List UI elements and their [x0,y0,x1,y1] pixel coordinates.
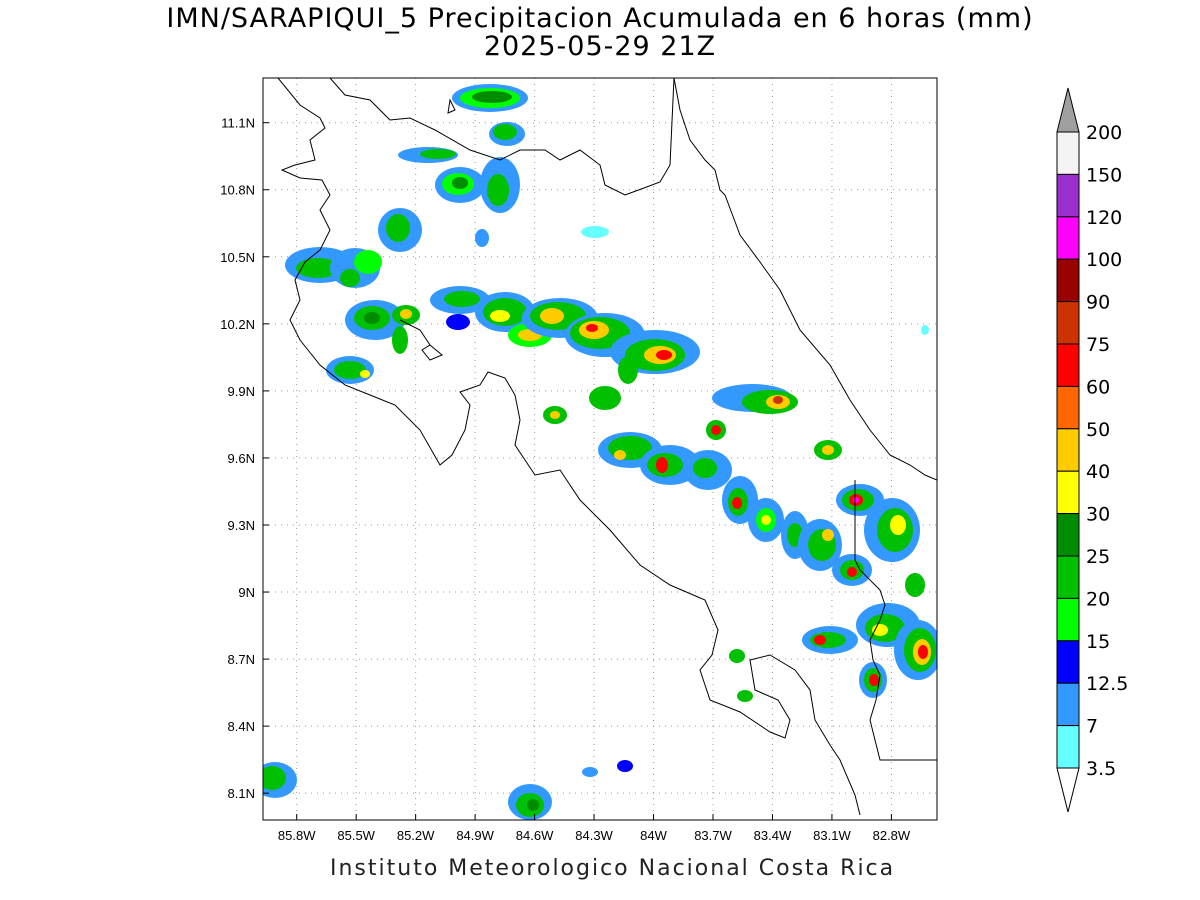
colorbar: 200 150 120 100 90 75 60 50 40 30 25 20 15 12.5 7 3.5 [1056,87,1128,813]
map-credit: Instituto Meteorologico Nacional Costa R… [330,856,896,881]
colorbar-swatch [1056,343,1080,387]
colorbar-label: 75 [1086,334,1110,356]
colorbar-over-triangle [1056,87,1080,133]
lon-tick-label: 82.8W [873,828,911,843]
colorbar-label: 120 [1086,207,1122,229]
colorbar-label: 15 [1086,631,1110,653]
colorbar-swatch [1056,258,1080,303]
lon-tick-label: 84.6W [516,828,554,843]
colorbar-label: 3.5 [1086,758,1116,780]
lon-tick-label: 83.7W [694,828,732,843]
colorbar-label: 100 [1086,249,1122,271]
colorbar-under-triangle [1056,767,1080,813]
colorbar-swatch [1056,470,1080,515]
colorbar-label: 20 [1086,588,1110,610]
colorbar-swatch [1056,216,1080,260]
lon-tick-label: 84.3W [575,828,613,843]
colorbar-label: 150 [1086,164,1122,186]
lon-tick-label: 83.4W [754,828,792,843]
map-datetime: 2025-05-29 21Z [483,31,717,62]
lat-tick-label: 11.1N [221,116,255,131]
lat-tick-label: 8.1N [228,786,255,801]
colorbar-label: 7 [1086,716,1098,738]
lat-tick-label: 10.5N [220,250,255,265]
colorbar-swatch [1056,173,1080,218]
lon-tick-label: 83.1W [813,828,851,843]
lat-tick-label: 8.4N [228,719,255,734]
lat-tick-label: 10.8N [220,183,255,198]
lon-tick-label: 84W [640,828,667,843]
colorbar-swatch [1056,131,1080,175]
colorbar-label: 60 [1086,376,1110,398]
lat-tick-label: 9.3N [228,518,255,533]
colorbar-label: 12.5 [1086,673,1128,695]
lat-tick-label: 9.9N [228,384,255,399]
colorbar-swatch [1056,682,1080,727]
lon-tick-label: 85.8W [278,828,316,843]
coastline [277,78,937,816]
colorbar-swatch [1056,428,1080,472]
colorbar-swatch [1056,725,1080,769]
colorbar-swatch [1056,597,1080,642]
lat-tick-label: 10.2N [220,317,255,332]
colorbar-swatch [1056,301,1080,345]
colorbar-label: 90 [1086,292,1110,314]
lat-tick-label: 9N [238,585,255,600]
colorbar-label: 40 [1086,461,1110,483]
map-title: IMN/SARAPIQUI_5 Precipitacion Acumulada … [166,3,1034,34]
colorbar-label: 50 [1086,419,1110,441]
colorbar-label: 25 [1086,546,1110,568]
precipitation-field [263,84,937,820]
colorbar-swatch [1056,640,1080,684]
map-frame [262,77,938,821]
lon-tick-label: 85.5W [337,828,375,843]
lon-tick-label: 85.2W [397,828,435,843]
lon-tick-label: 84.9W [456,828,494,843]
colorbar-swatch [1056,513,1080,557]
lat-tick-label: 9.6N [228,451,255,466]
colorbar-swatch [1056,385,1080,430]
colorbar-label: 30 [1086,504,1110,526]
colorbar-label: 200 [1086,122,1122,144]
lat-tick-label: 8.7N [228,652,255,667]
colorbar-swatch [1056,555,1080,599]
